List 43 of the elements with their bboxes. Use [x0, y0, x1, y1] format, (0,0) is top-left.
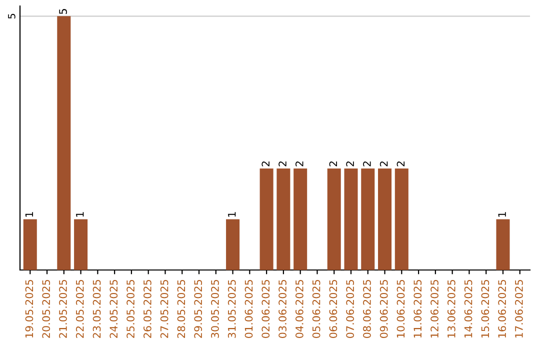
x-tick-label: 28.05.2025	[177, 280, 186, 338]
x-tick-label: 15.06.2025	[481, 280, 490, 338]
data-label: 2	[278, 161, 286, 166]
x-tick-label: 07.06.2025	[346, 280, 354, 338]
x-tick-label: 29.05.2025	[194, 280, 202, 338]
x-tick-label: 31.05.2025	[228, 280, 236, 338]
data-label: 2	[329, 161, 337, 166]
x-tick-label: 09.06.2025	[380, 280, 388, 338]
data-label: 5	[59, 9, 67, 14]
x-tick-label: 17.06.2025	[515, 280, 523, 338]
x-tick-label: 14.06.2025	[464, 280, 472, 338]
data-label: 2	[295, 161, 304, 166]
x-tick-label: 13.06.2025	[447, 280, 456, 338]
x-tick-label: 22.05.2025	[76, 280, 84, 338]
data-label: 2	[363, 161, 371, 166]
x-tick-label: 06.06.2025	[329, 280, 338, 338]
x-tick-label: 26.05.2025	[143, 280, 152, 338]
x-tick-label: 08.06.2025	[363, 280, 371, 338]
x-tick-label: 24.05.2025	[110, 280, 118, 338]
x-tick-label: 10.06.2025	[396, 280, 405, 338]
x-tick-label: 11.06.2025	[414, 280, 422, 338]
x-tick-label: 19.05.2025	[25, 280, 34, 338]
data-label: 1	[498, 212, 506, 217]
data-label: 2	[262, 161, 270, 166]
x-tick-label: 03.06.2025	[278, 280, 286, 338]
x-tick-label: 01.06.2025	[244, 280, 253, 338]
x-tick-label: 30.05.2025	[211, 280, 219, 338]
x-tick-label: 27.05.2025	[160, 280, 168, 338]
data-label: 2	[380, 161, 388, 166]
x-tick-label: 12.06.2025	[430, 280, 438, 338]
data-label: 1	[25, 212, 34, 217]
data-label: 2	[396, 161, 405, 166]
data-label: 1	[76, 212, 84, 217]
x-tick-label: 25.05.2025	[126, 280, 134, 338]
x-tick-label: 16.06.2025	[498, 280, 506, 338]
data-label: 1	[228, 212, 236, 217]
x-tick-label: 23.05.2025	[92, 280, 101, 338]
x-tick-label: 02.06.2025	[262, 280, 270, 338]
x-tick-label: 05.06.2025	[312, 280, 320, 338]
x-tick-label: 20.05.2025	[42, 280, 50, 338]
x-tick-label: 04.06.2025	[295, 280, 304, 338]
data-label: 2	[346, 161, 354, 166]
x-tick-label: 21.05.2025	[59, 280, 67, 338]
